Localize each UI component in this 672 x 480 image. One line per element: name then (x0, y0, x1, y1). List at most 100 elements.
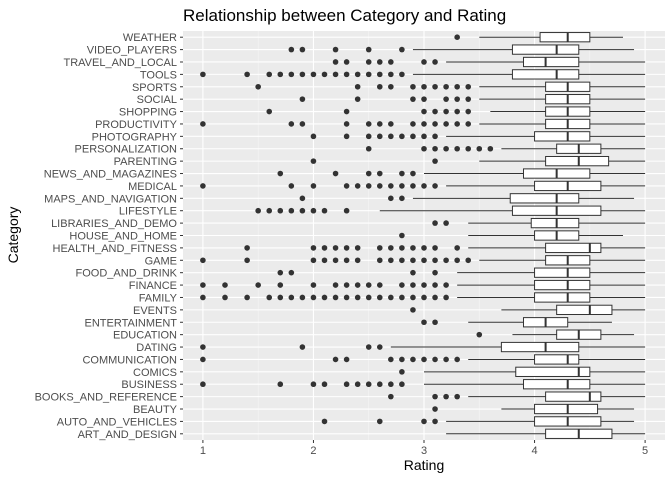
outlier-point (410, 269, 416, 276)
x-tick-label: 3 (421, 445, 427, 457)
box-comics (399, 366, 646, 377)
outlier-point (388, 183, 394, 189)
box-productivity (200, 118, 646, 130)
outlier-point (399, 133, 405, 140)
outlier-point (299, 294, 306, 301)
box-game (200, 255, 646, 266)
outlier-point (343, 282, 350, 288)
outlier-point (321, 207, 328, 214)
outlier-point (432, 393, 438, 400)
outlier-point (410, 121, 416, 127)
y-tick-label: SHOPPING (119, 107, 177, 119)
x-axis-title: Rating (404, 457, 444, 473)
y-tick-label: SPORTS (132, 82, 177, 94)
iqr-box (534, 292, 591, 303)
outlier-point (310, 158, 317, 164)
outlier-point (321, 294, 328, 301)
outlier-point (200, 282, 206, 288)
outlier-point (399, 245, 405, 251)
outlier-point (255, 282, 261, 288)
y-tick-label: HEALTH_AND_FITNESS (53, 243, 178, 255)
iqr-box (539, 32, 591, 43)
outlier-point (421, 294, 427, 301)
outlier-point (354, 83, 361, 90)
box-parenting (310, 155, 646, 167)
outlier-point (332, 170, 339, 177)
outlier-point (388, 71, 394, 78)
outlier-point (454, 393, 460, 400)
x-axis-ticks: 1 2 3 4 5 (200, 440, 648, 457)
y-tick-label: LIFESTYLE (119, 206, 177, 218)
outlier-point (432, 183, 438, 189)
outlier-point (266, 294, 273, 301)
iqr-box (534, 354, 580, 365)
outlier-point (343, 121, 350, 127)
outlier-point (299, 207, 306, 214)
outlier-point (321, 257, 328, 264)
outlier-point (365, 344, 372, 350)
y-tick-label: PRODUCTIVITY (95, 119, 178, 131)
outlier-point (421, 257, 427, 264)
outlier-point (354, 245, 361, 251)
outlier-point (432, 145, 438, 152)
outlier-point (365, 71, 372, 78)
box-health-and-fitness (244, 242, 646, 254)
box-communication (200, 354, 646, 365)
outlier-point (454, 83, 460, 90)
y-axis-ticks: ART_AND_DESIGNAUTO_AND_VEHICLESBEAUTYBOO… (35, 32, 183, 441)
outlier-point (288, 207, 295, 214)
outlier-point (343, 356, 350, 363)
outlier-point (421, 356, 427, 363)
outlier-point (288, 183, 295, 189)
outlier-point (454, 356, 460, 363)
outlier-point (321, 381, 328, 388)
outlier-point (399, 294, 405, 301)
outlier-point (421, 145, 427, 152)
outlier-point (365, 381, 372, 388)
outlier-point (376, 282, 383, 288)
outlier-point (410, 183, 416, 189)
outlier-point (410, 307, 416, 313)
outlier-point (244, 294, 250, 301)
box-social (299, 94, 646, 105)
outlier-point (365, 59, 372, 65)
outlier-point (376, 83, 383, 90)
box-auto-and-vehicles (321, 416, 635, 427)
outlier-point (376, 170, 383, 177)
outlier-point (288, 71, 295, 78)
outlier-point (421, 183, 427, 189)
outlier-point (388, 59, 394, 65)
outlier-point (343, 133, 350, 140)
outlier-point (365, 282, 372, 288)
outlier-point (321, 418, 328, 425)
box-marks (200, 32, 646, 439)
y-tick-label: TRAVEL_AND_LOCAL (63, 57, 177, 69)
outlier-point (332, 71, 339, 78)
outlier-point (465, 145, 472, 152)
outlier-point (288, 121, 295, 127)
box-business (200, 379, 646, 390)
outlier-point (200, 344, 206, 350)
y-tick-label: DATING (136, 342, 177, 354)
outlier-point (465, 257, 472, 264)
outlier-point (343, 381, 350, 388)
outlier-point (454, 145, 460, 152)
outlier-point (443, 96, 449, 102)
outlier-point (277, 269, 284, 276)
outlier-point (465, 121, 472, 127)
outlier-point (443, 220, 449, 226)
outlier-point (277, 294, 284, 301)
outlier-point (388, 133, 394, 140)
outlier-point (343, 207, 350, 214)
outlier-point (454, 96, 460, 102)
y-tick-label: EDUCATION (113, 330, 177, 342)
outlier-point (299, 344, 306, 350)
outlier-point (200, 294, 206, 301)
outlier-point (376, 71, 383, 78)
box-dating (200, 341, 646, 353)
iqr-box (534, 403, 599, 415)
outlier-point (454, 34, 460, 40)
outlier-point (277, 71, 284, 78)
outlier-point (465, 108, 472, 115)
outlier-point (354, 183, 361, 189)
